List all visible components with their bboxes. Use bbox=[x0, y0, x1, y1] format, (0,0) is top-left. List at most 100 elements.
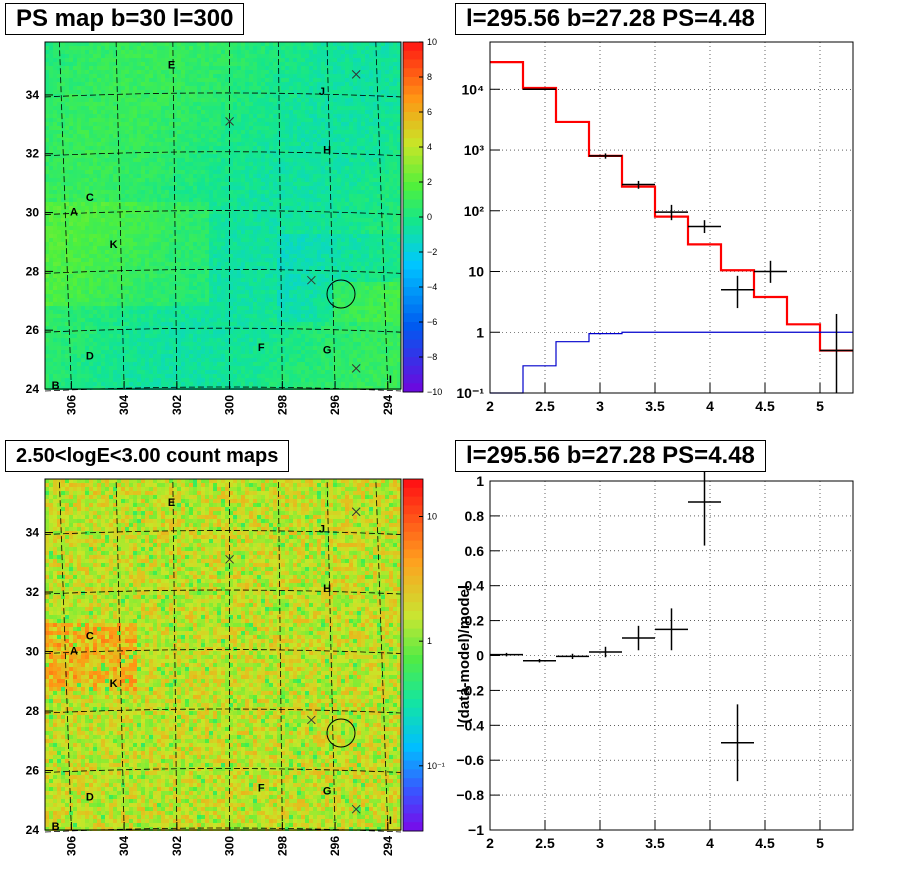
heatmap-cell bbox=[153, 166, 157, 170]
heatmap-cell bbox=[113, 86, 117, 90]
heatmap-cell bbox=[193, 70, 197, 74]
heatmap-cell bbox=[109, 346, 113, 350]
heatmap-cell bbox=[261, 154, 265, 158]
heatmap-cell bbox=[61, 166, 65, 170]
heatmap-cell bbox=[113, 146, 117, 150]
heatmap-cell bbox=[149, 146, 153, 150]
heatmap-cell bbox=[149, 190, 153, 194]
heatmap-cell bbox=[245, 230, 249, 234]
heatmap-cell bbox=[201, 158, 205, 162]
heatmap-cell bbox=[149, 98, 153, 102]
heatmap-cell bbox=[265, 86, 269, 90]
heatmap-cell bbox=[125, 318, 129, 322]
heatmap-cell bbox=[121, 302, 125, 306]
heatmap-cell bbox=[237, 246, 241, 250]
heatmap-cell bbox=[201, 70, 205, 74]
heatmap-cell bbox=[113, 294, 117, 298]
heatmap-cell bbox=[201, 82, 205, 86]
heatmap-cell bbox=[141, 362, 145, 366]
heatmap-cell bbox=[65, 154, 69, 158]
heatmap-cell bbox=[85, 238, 89, 242]
heatmap-cell bbox=[233, 370, 237, 374]
ps-map-heatmap bbox=[45, 42, 401, 390]
heatmap-cell bbox=[197, 66, 201, 70]
heatmap-cell bbox=[121, 254, 125, 258]
heatmap-cell bbox=[229, 158, 233, 162]
heatmap-cell bbox=[161, 154, 165, 158]
heatmap-cell bbox=[189, 86, 193, 90]
heatmap-cell bbox=[225, 242, 229, 246]
heatmap-cell bbox=[173, 142, 177, 146]
heatmap-cell bbox=[197, 282, 201, 286]
heatmap-cell bbox=[217, 82, 221, 86]
heatmap-cell bbox=[161, 202, 165, 206]
heatmap-cell bbox=[269, 126, 273, 130]
heatmap-cell bbox=[117, 278, 121, 282]
heatmap-cell bbox=[193, 250, 197, 254]
heatmap-cell bbox=[129, 382, 133, 386]
heatmap-cell bbox=[105, 358, 109, 362]
heatmap-cell bbox=[201, 250, 205, 254]
heatmap-cell bbox=[153, 386, 157, 390]
heatmap-cell bbox=[105, 178, 109, 182]
heatmap-cell bbox=[121, 274, 125, 278]
heatmap-cell bbox=[81, 138, 85, 142]
heatmap-cell bbox=[213, 186, 217, 190]
heatmap-cell bbox=[61, 322, 65, 326]
heatmap-cell bbox=[113, 298, 117, 302]
heatmap-cell bbox=[261, 234, 265, 238]
heatmap-cell bbox=[85, 230, 89, 234]
heatmap-cell bbox=[209, 386, 213, 390]
heatmap-cell bbox=[265, 286, 269, 290]
heatmap-cell bbox=[105, 74, 109, 78]
heatmap-cell bbox=[245, 350, 249, 354]
heatmap-cell bbox=[185, 346, 189, 350]
heatmap-cell bbox=[69, 98, 73, 102]
heatmap-cell bbox=[193, 138, 197, 142]
heatmap-cell bbox=[153, 174, 157, 178]
heatmap-cell bbox=[97, 106, 101, 110]
heatmap-cell bbox=[129, 354, 133, 358]
heatmap-cell bbox=[245, 58, 249, 62]
heatmap-cell bbox=[225, 62, 229, 66]
heatmap-cell bbox=[117, 146, 121, 150]
heatmap-cell bbox=[249, 274, 253, 278]
heatmap-cell bbox=[53, 78, 57, 82]
heatmap-cell bbox=[125, 150, 129, 154]
heatmap-cell bbox=[149, 302, 153, 306]
heatmap-cell bbox=[77, 306, 81, 310]
heatmap-cell bbox=[141, 202, 145, 206]
heatmap-cell bbox=[265, 274, 269, 278]
heatmap-cell bbox=[213, 386, 217, 390]
heatmap-cell bbox=[149, 282, 153, 286]
heatmap-cell bbox=[97, 98, 101, 102]
heatmap-cell bbox=[113, 94, 117, 98]
heatmap-cell bbox=[197, 90, 201, 94]
heatmap-cell bbox=[109, 206, 113, 210]
heatmap-cell bbox=[61, 106, 65, 110]
heatmap-cell bbox=[153, 310, 157, 314]
heatmap-cell bbox=[141, 330, 145, 334]
heatmap-cell bbox=[49, 190, 53, 194]
heatmap-cell bbox=[201, 234, 205, 238]
heatmap-cell bbox=[149, 326, 153, 330]
heatmap-cell bbox=[265, 230, 269, 234]
heatmap-cell bbox=[109, 226, 113, 230]
heatmap-cell bbox=[237, 234, 241, 238]
heatmap-cell bbox=[193, 118, 197, 122]
heatmap-cell bbox=[205, 214, 209, 218]
heatmap-cell bbox=[265, 98, 269, 102]
heatmap-cell bbox=[61, 222, 65, 226]
heatmap-cell bbox=[81, 338, 85, 342]
heatmap-cell bbox=[69, 218, 73, 222]
heatmap-cell bbox=[45, 262, 49, 266]
heatmap-cell bbox=[77, 302, 81, 306]
heatmap-cell bbox=[221, 166, 225, 170]
heatmap-cell bbox=[77, 354, 81, 358]
heatmap-cell bbox=[121, 278, 125, 282]
heatmap-cell bbox=[133, 142, 137, 146]
heatmap-cell bbox=[233, 362, 237, 366]
heatmap-cell bbox=[229, 366, 233, 370]
heatmap-cell bbox=[49, 46, 53, 50]
heatmap-cell bbox=[73, 370, 77, 374]
